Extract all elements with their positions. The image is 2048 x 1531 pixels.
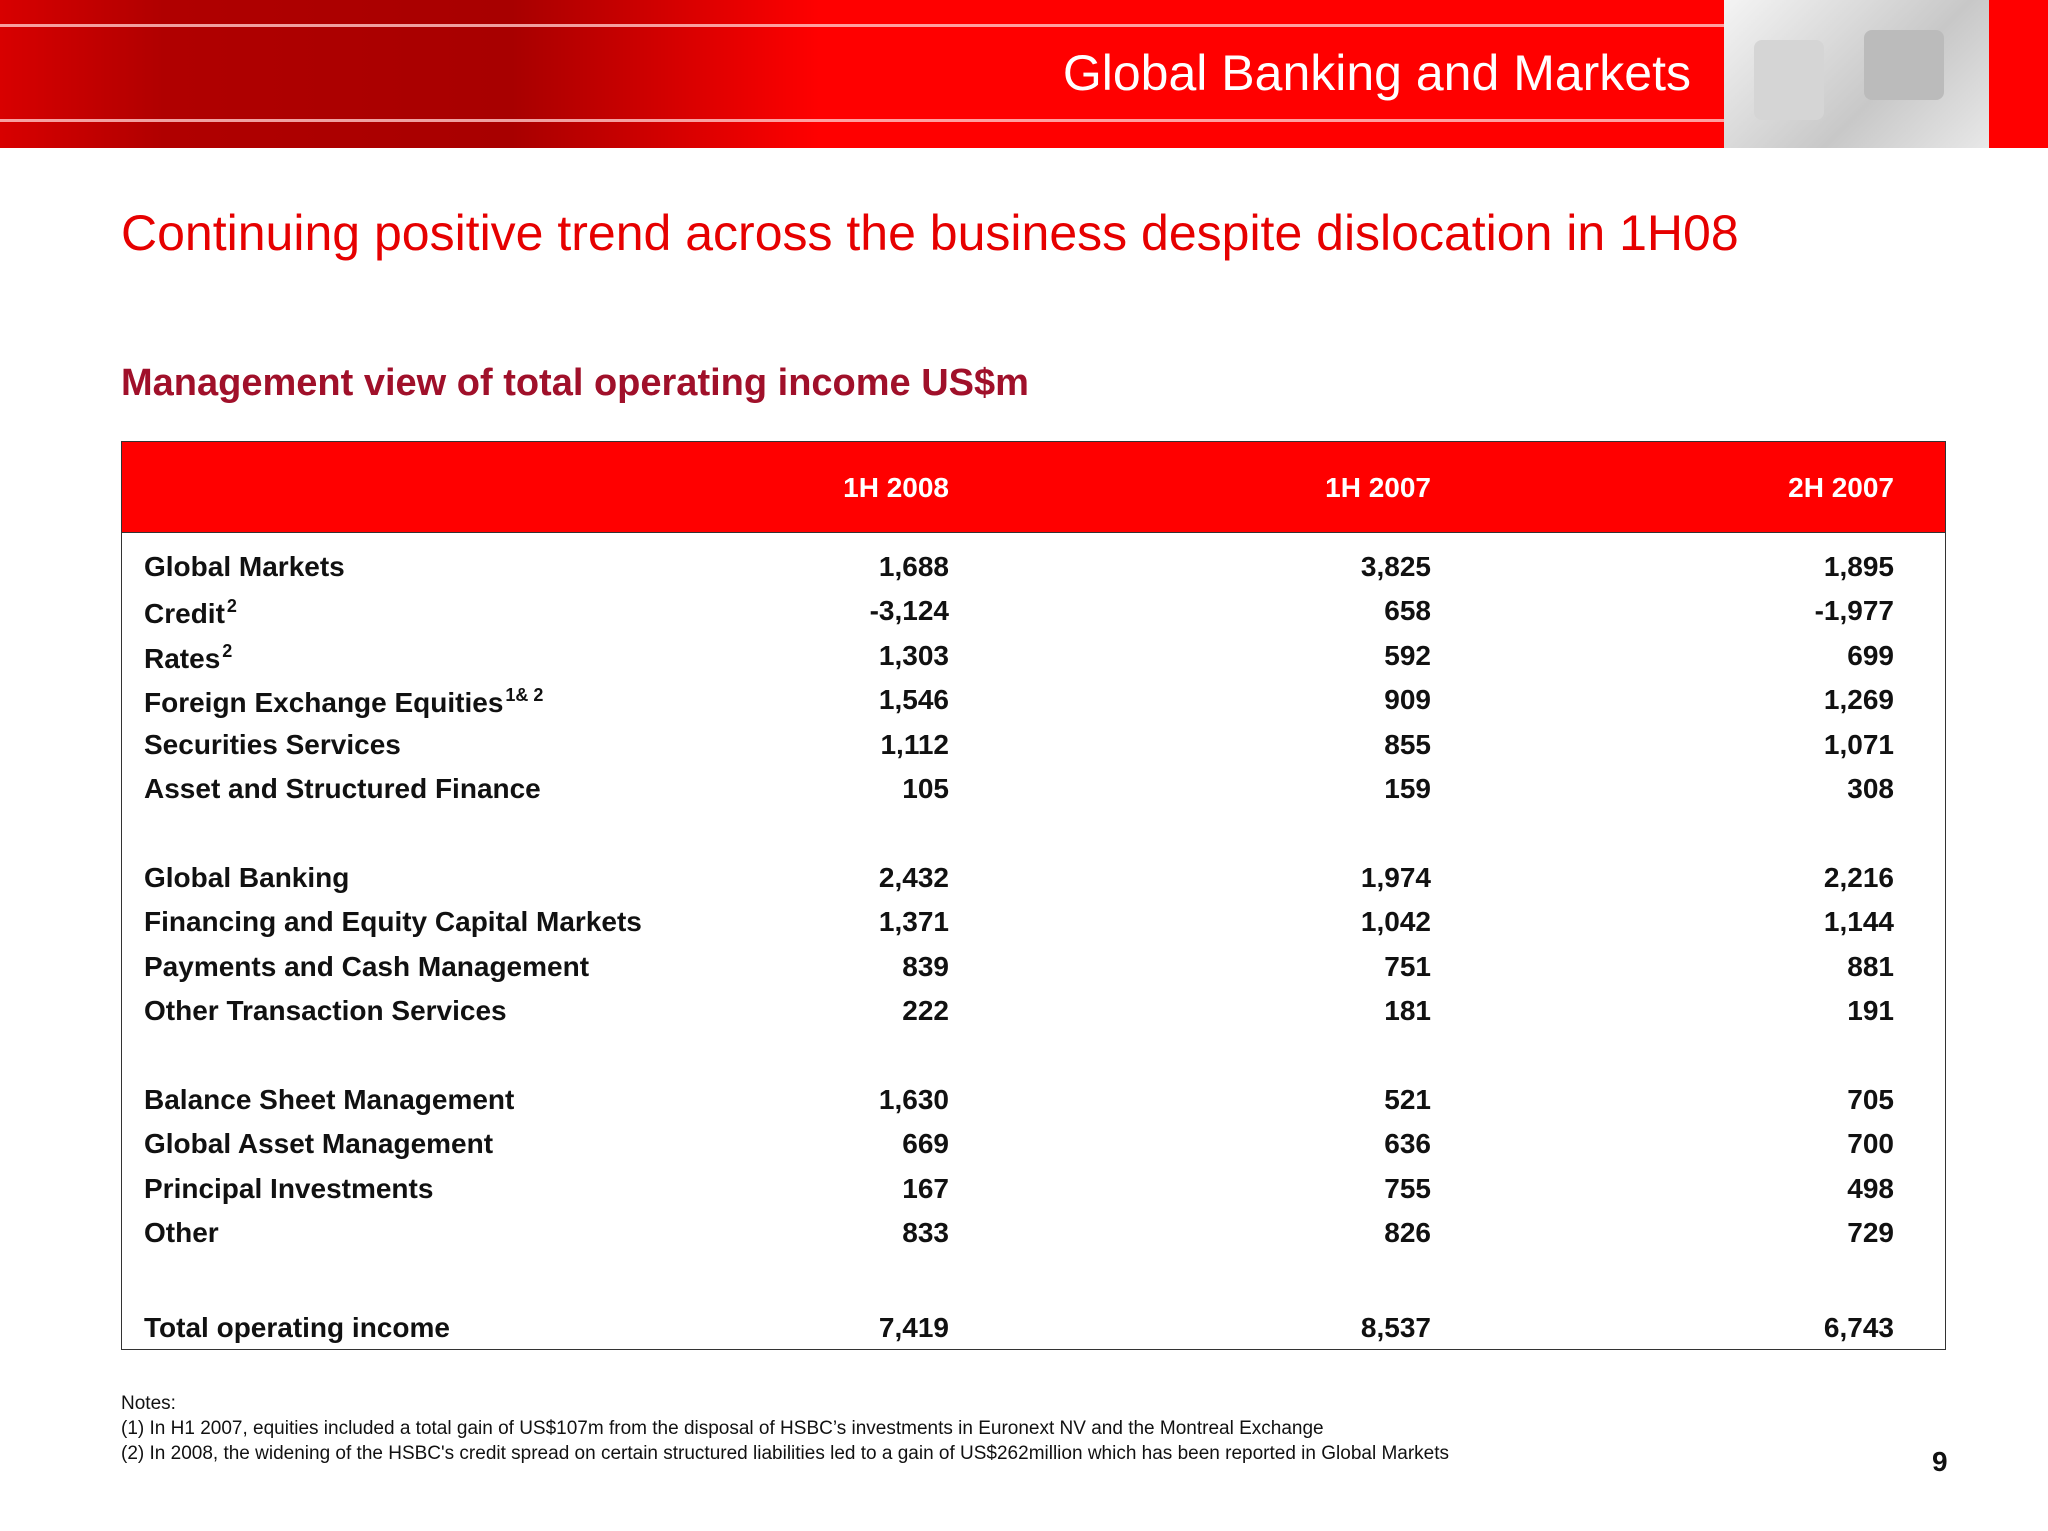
row-label: Other [144,1219,219,1247]
row-label-text: Rates [144,642,221,674]
cell-value: 1,269 [1823,684,1894,716]
row-label: Other Transaction Services [144,997,507,1025]
cell-value: 1,042 [1360,906,1431,938]
row-label: Balance Sheet Management [144,1083,515,1115]
cell-value: 1,974 [1360,861,1431,893]
header-image [1724,0,1989,148]
cell-value: 699 [1847,639,1894,671]
row-label: Rates 2 [144,642,232,673]
notes-heading: Notes: [121,1393,176,1414]
row-label-text: Foreign Exchange Equities [144,687,504,719]
cell-value: -1,977 [1814,595,1894,627]
row-label-text: Other Transaction Services [144,995,507,1026]
row-label-text: Global Banking [144,861,350,893]
cell-value: 167 [902,1172,949,1204]
column-header: 2H 2007 [1788,472,1894,503]
header-title: Global Banking and Markets [1062,45,1691,101]
cell-value: 592 [1384,639,1431,671]
row-label-text: Global Markets [144,551,345,582]
row-label: Global Banking [144,861,350,893]
cell-value: 751 [1384,950,1431,982]
cell-value: 3,825 [1360,551,1431,582]
note: (2) In 2008, the widening of the HSBC's … [121,1443,1450,1464]
table-box [121,441,1946,1350]
cell-value: 6,743 [1823,1311,1894,1343]
subtitle: Continuing positive trend across the bus… [121,205,1739,261]
footnote-ref: 2 [222,640,233,661]
cell-value: 855 [1384,728,1431,760]
row-label: Global Markets [144,553,345,581]
cell-value: 700 [1847,1128,1894,1160]
row-label-text: Securities Services [144,728,401,760]
row-label-text: Principal Investments [144,1172,434,1204]
row-label: Total operating income [144,1311,450,1343]
cell-value: 2,216 [1823,861,1894,893]
cell-value: 308 [1847,773,1894,804]
row-label-text: Credit [144,598,225,630]
row-label-text: Payments and Cash Management [144,950,590,982]
cell-value: 521 [1384,1083,1431,1115]
cell-value: 1,112 [880,728,949,760]
puzzle-piece [1754,40,1824,120]
row-label: Financing and Equity Capital Markets [144,908,642,936]
cell-value: 498 [1847,1172,1894,1204]
cell-value: 909 [1384,684,1431,716]
cell-value: -3,124 [869,595,949,627]
cell-value: 705 [1847,1083,1894,1115]
cell-value: 159 [1384,773,1431,804]
page-number: 9 [1932,1446,1948,1477]
cell-value: 755 [1384,1172,1431,1204]
table-title: Management view of total operating incom… [121,362,1029,404]
cell-value: 1,303 [878,639,949,671]
cell-value: 1,546 [878,684,949,716]
cell-value: 222 [902,995,949,1026]
row-label: Credit 2 [144,597,237,628]
cell-value: 1,071 [1823,728,1894,760]
row-label-text: Other [144,1217,219,1248]
cell-value: 839 [902,950,949,982]
cell-value: 8,537 [1360,1311,1431,1343]
table-header [122,442,1945,533]
row-label: Securities Services [144,728,401,760]
row-label: Asset and Structured Finance [144,775,541,803]
cell-value: 105 [902,773,949,804]
cell-value: 826 [1384,1217,1431,1248]
row-label: Principal Investments [144,1172,434,1204]
row-label-text: Financing and Equity Capital Markets [144,906,642,938]
note: (1) In H1 2007, equities included a tota… [121,1418,1324,1439]
header-line [0,119,1724,122]
puzzle-piece [1864,30,1944,100]
cell-value: 181 [1384,995,1431,1026]
cell-value: 833 [902,1217,949,1248]
row-label-text: Balance Sheet Management [144,1083,515,1115]
cell-value: 1,688 [878,551,949,582]
cell-value: 658 [1384,595,1431,627]
cell-value: 191 [1847,995,1894,1026]
header-line [0,24,1724,27]
row-label-text: Global Asset Management [144,1128,494,1160]
cell-value: 7,419 [878,1311,949,1343]
row-label: Payments and Cash Management [144,950,590,982]
cell-value: 881 [1847,950,1894,982]
row-label-text: Asset and Structured Finance [144,773,541,804]
cell-value: 1,144 [1823,906,1894,938]
column-header: 1H 2008 [843,472,949,503]
cell-value: 636 [1384,1128,1431,1160]
row-label: Global Asset Management [144,1130,493,1158]
row-label-text: Total operating income [144,1311,450,1343]
cell-value: 2,432 [878,861,949,893]
cell-value: 1,895 [1823,551,1894,582]
cell-value: 1,371 [878,906,949,938]
cell-value: 1,630 [878,1083,949,1115]
footnote-ref: 2 [226,596,237,617]
column-header: 1H 2007 [1325,472,1431,503]
cell-value: 669 [902,1128,949,1160]
row-label: Foreign Exchange Equities 1& 2 [144,686,543,717]
footnote-ref: 1& 2 [505,685,544,706]
cell-value: 729 [1847,1217,1894,1248]
